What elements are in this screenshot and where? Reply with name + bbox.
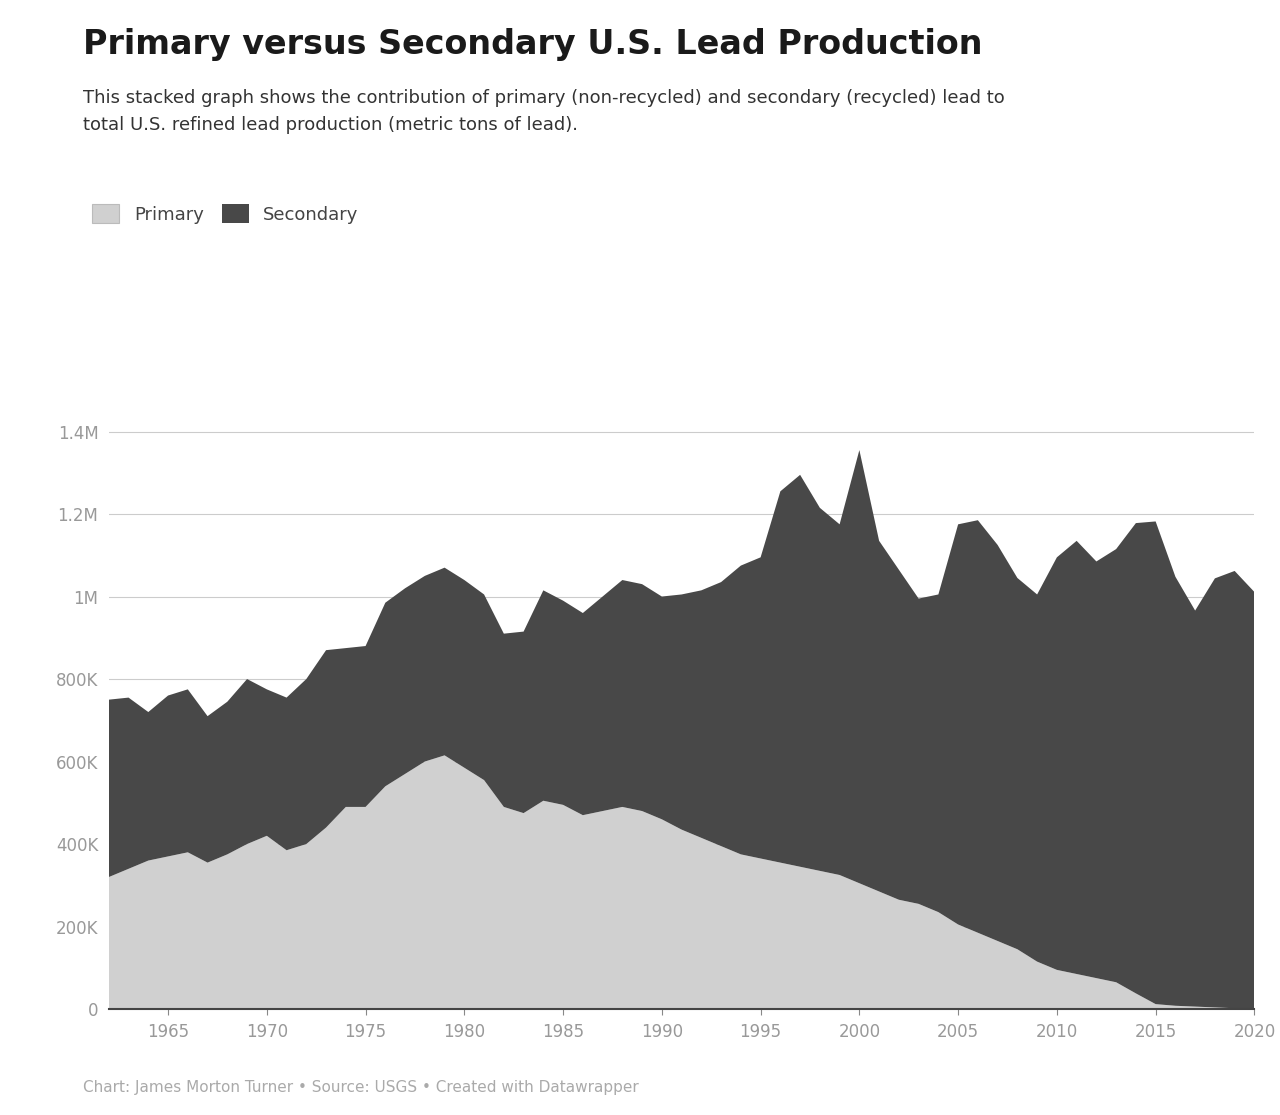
Text: This stacked graph shows the contribution of primary (non-recycled) and secondar: This stacked graph shows the contributio… [83,89,1005,134]
Text: Chart: James Morton Turner • Source: USGS • Created with Datawrapper: Chart: James Morton Turner • Source: USG… [83,1080,639,1095]
Legend: Primary, Secondary: Primary, Secondary [92,204,358,223]
Text: Primary versus Secondary U.S. Lead Production: Primary versus Secondary U.S. Lead Produ… [83,28,983,61]
